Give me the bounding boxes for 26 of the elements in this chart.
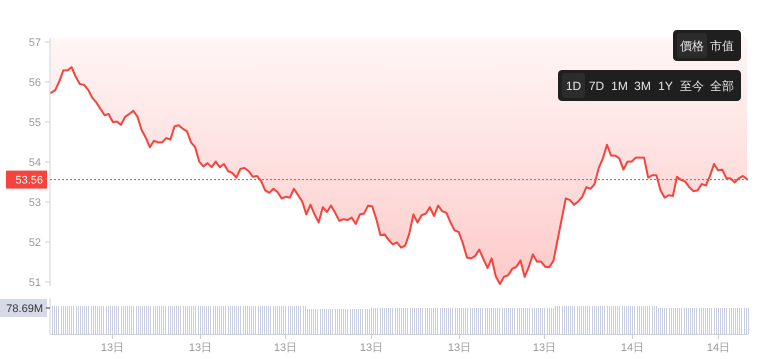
annotation: 1M [611, 79, 628, 93]
y-tick-label: 52 [28, 237, 41, 249]
ref-line-label: 53.56 [15, 174, 43, 187]
x-tick-label: 14日 [620, 342, 644, 354]
annotation: 價格 [680, 39, 704, 53]
y-tick-label: 54 [28, 157, 41, 169]
x-tick-label: 13日 [448, 342, 472, 354]
annotation: 7D [588, 79, 604, 93]
annotation: 1D [566, 79, 582, 93]
y-tick-label: 56 [28, 77, 41, 89]
text: 78.69M [6, 303, 43, 315]
annotation: 1Y [658, 79, 673, 93]
x-tick-label: 13日 [360, 342, 384, 354]
y-tick-label: 53 [28, 197, 41, 209]
annotation: 3M [634, 79, 651, 93]
x-tick-label: 13日 [100, 342, 124, 354]
x-tick-label: 13日 [532, 342, 556, 354]
y-tick-label: 57 [28, 37, 41, 49]
annotation: 市值 [710, 39, 734, 53]
annotation: 至今 [680, 79, 704, 93]
annotation: 全部 [710, 79, 734, 93]
x-tick-label: 13日 [188, 342, 212, 354]
x-tick-label: 14日 [706, 342, 730, 354]
y-tick-label: 51 [28, 277, 41, 289]
y-tick-label: 55 [28, 117, 41, 129]
x-tick-label: 13日 [274, 342, 298, 354]
